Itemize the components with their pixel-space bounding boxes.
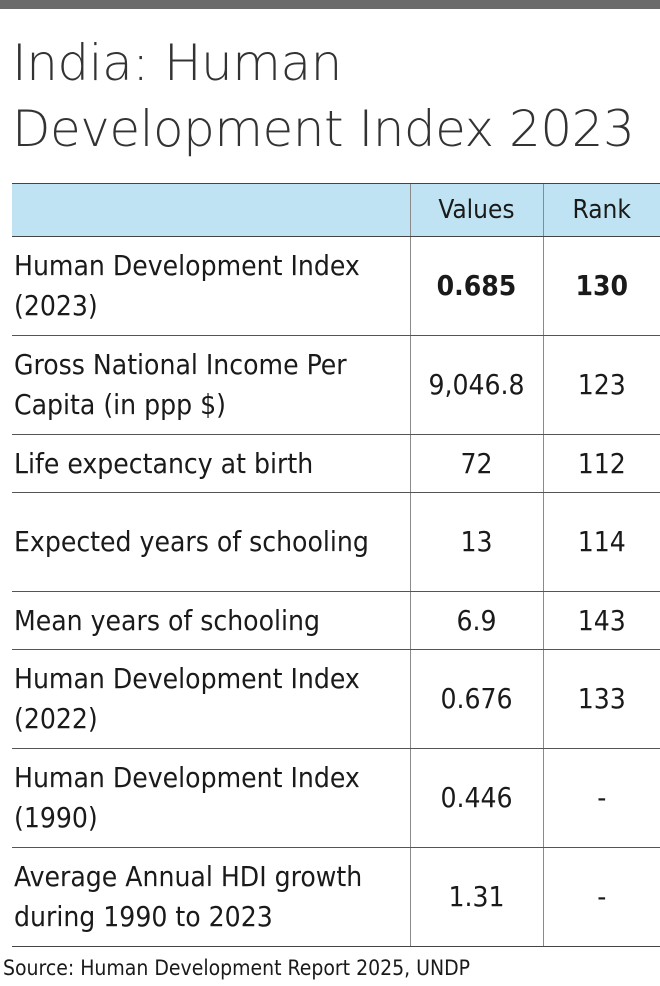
table-row: Human Development Index (2023) 0.685 130 [12, 236, 660, 336]
row-value: 9,046.8 [409, 335, 543, 435]
row-rank: 123 [542, 335, 660, 435]
header-rank: Rank [542, 183, 660, 237]
row-rank: 143 [542, 591, 660, 650]
row-value: 72 [409, 434, 543, 493]
top-rule [0, 0, 660, 9]
row-value: 0.685 [409, 236, 543, 336]
row-rank: 130 [542, 236, 660, 336]
row-label: Expected years of schooling [12, 492, 410, 592]
header-label-cell [12, 183, 410, 237]
chart-title: India: Human Development Index 2023 [12, 34, 635, 158]
table-row: Human Development Index (1990) 0.446 - [12, 748, 660, 848]
row-rank: - [542, 748, 660, 848]
hdi-table: Values Rank Human Development Index (202… [12, 183, 660, 947]
table-row: Mean years of schooling 6.9 143 [12, 591, 660, 650]
row-label: Gross National Income Per Capita (in ppp… [12, 335, 410, 435]
table-row: Average Annual HDI growth during 1990 to… [12, 847, 660, 947]
row-rank: 133 [542, 649, 660, 749]
row-rank: - [542, 847, 660, 947]
table-row: Gross National Income Per Capita (in ppp… [12, 335, 660, 435]
row-value: 0.676 [409, 649, 543, 749]
row-value: 1.31 [409, 847, 543, 947]
table-row: Human Development Index (2022) 0.676 133 [12, 649, 660, 749]
row-label: Mean years of schooling [12, 591, 410, 650]
table-row: Life expectancy at birth 72 112 [12, 434, 660, 493]
row-value: 13 [409, 492, 543, 592]
row-label: Life expectancy at birth [12, 434, 410, 493]
row-value: 0.446 [409, 748, 543, 848]
header-values: Values [409, 183, 543, 237]
row-label: Average Annual HDI growth during 1990 to… [12, 847, 410, 947]
row-rank: 112 [542, 434, 660, 493]
table-header-row: Values Rank [12, 183, 660, 237]
table-row: Expected years of schooling 13 114 [12, 492, 660, 592]
row-rank: 114 [542, 492, 660, 592]
row-label: Human Development Index (2022) [12, 649, 410, 749]
row-label: Human Development Index (2023) [12, 236, 410, 336]
row-value: 6.9 [409, 591, 543, 650]
row-label: Human Development Index (1990) [12, 748, 410, 848]
source-note: Source: Human Development Report 2025, U… [3, 956, 471, 980]
